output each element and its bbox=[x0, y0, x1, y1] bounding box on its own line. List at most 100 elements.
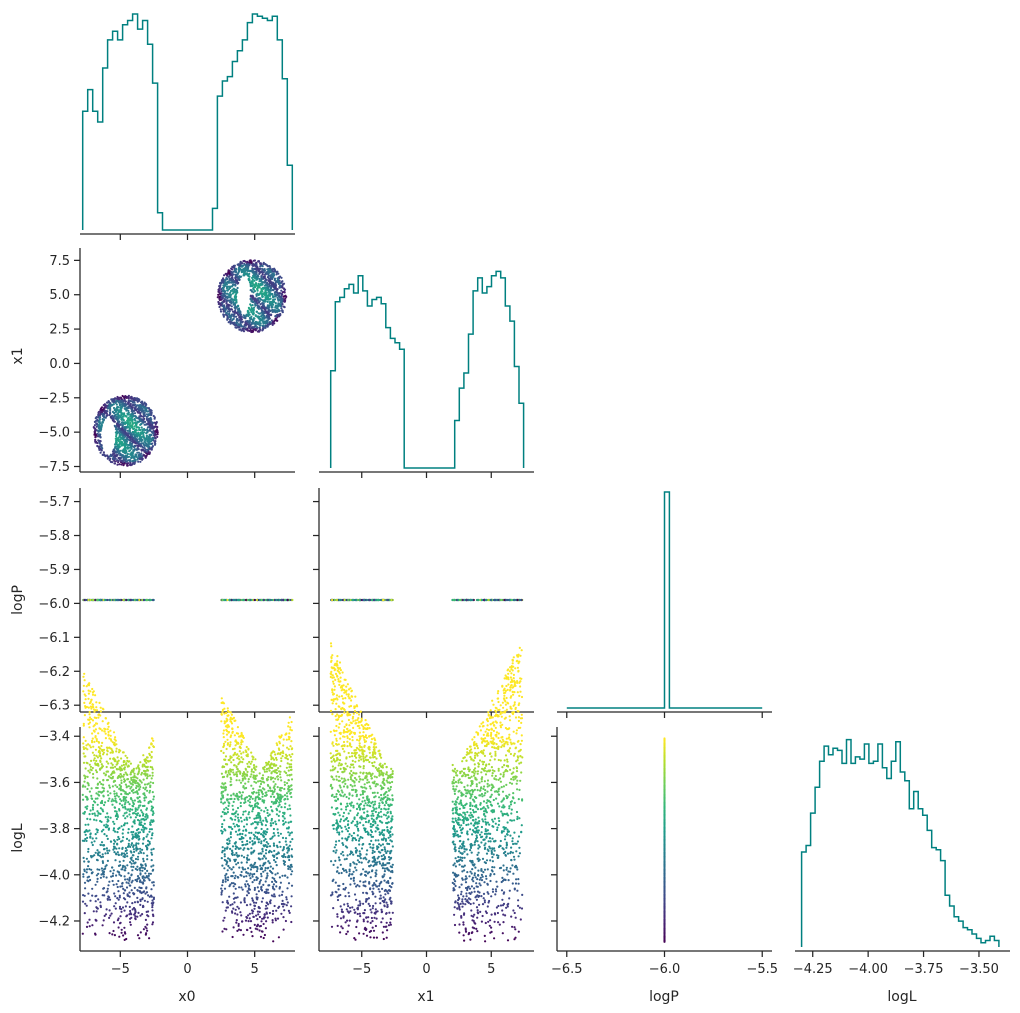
logL-vs-x0-point bbox=[151, 791, 154, 794]
logL-vs-x0-point bbox=[136, 855, 140, 858]
y-tick-label: −2.5 bbox=[38, 391, 70, 406]
logL-vs-x0-point bbox=[108, 797, 111, 800]
x1-vs-x0-point bbox=[146, 428, 149, 431]
logL-vs-x0-point bbox=[91, 751, 94, 754]
x1-vs-x0-point bbox=[122, 464, 125, 467]
x1-vs-x0-point bbox=[232, 281, 235, 284]
logL-vs-x0-point bbox=[130, 831, 133, 834]
logL-vs-x0-point bbox=[116, 785, 119, 789]
x1-vs-x0-point bbox=[133, 462, 136, 465]
x1-vs-x0-point bbox=[124, 400, 127, 403]
x1-vs-x0-point bbox=[273, 293, 277, 296]
x1-vs-x0-point bbox=[94, 440, 97, 443]
x1-vs-x0-point bbox=[112, 403, 115, 406]
x1-vs-x0-point bbox=[264, 294, 267, 297]
x1-vs-x0-point bbox=[221, 304, 224, 308]
logL-vs-x0-point bbox=[91, 808, 95, 811]
logL-vs-x0-point bbox=[93, 730, 96, 733]
logL-vs-x0-point bbox=[128, 905, 131, 909]
x1-vs-x0-point bbox=[148, 441, 151, 444]
logL-vs-x0-point bbox=[95, 874, 98, 877]
logP-vs-x1-point bbox=[470, 598, 473, 602]
logL-vs-x0-point bbox=[106, 890, 109, 893]
logP-vs-x1-point bbox=[347, 598, 350, 602]
logL-vs-x0-point bbox=[95, 709, 99, 712]
x1-vs-x0-point bbox=[117, 416, 120, 419]
x1-vs-x0-point bbox=[274, 309, 277, 312]
x1-vs-x0-point bbox=[118, 452, 121, 455]
logL-vs-x0-point bbox=[112, 827, 116, 830]
logL-vs-x0-point bbox=[115, 794, 119, 797]
x1-vs-x0-point bbox=[103, 407, 106, 410]
logL-vs-x0-point bbox=[112, 921, 116, 924]
x1-vs-x0-point bbox=[251, 278, 254, 281]
logL-vs-x0-point bbox=[93, 716, 96, 719]
x1-vs-x0-point bbox=[259, 317, 262, 320]
logL-vs-x0-point bbox=[146, 769, 150, 772]
x1-vs-x0-point bbox=[240, 271, 243, 274]
x1-vs-x0-point bbox=[218, 292, 222, 296]
x1-vs-x0-point bbox=[244, 317, 247, 320]
x1-vs-x0-point bbox=[151, 442, 154, 445]
logL-vs-x0-point bbox=[118, 802, 121, 805]
x1-vs-x0-point bbox=[226, 285, 230, 288]
logL-vs-x0-point bbox=[120, 928, 123, 931]
x1-vs-x0-point bbox=[112, 400, 115, 403]
x1-vs-x0-point bbox=[284, 299, 287, 302]
logL-vs-x0-point bbox=[117, 835, 120, 839]
logL-vs-x0-point bbox=[141, 913, 144, 916]
x1-vs-x0-point bbox=[115, 439, 118, 442]
x1-vs-x0-point bbox=[239, 324, 242, 327]
logP-vs-x1-point bbox=[487, 598, 490, 602]
x1-vs-x0-point bbox=[100, 425, 103, 429]
x1-vs-x0-point bbox=[261, 273, 264, 276]
logL-vs-x0-point bbox=[120, 757, 123, 760]
x1-vs-x0-point bbox=[218, 298, 221, 302]
logL-vs-x0-point bbox=[129, 797, 133, 800]
logL-vs-x0-point bbox=[120, 852, 124, 855]
x1-vs-x0-point bbox=[112, 417, 115, 420]
logL-vs-x0-point bbox=[133, 776, 136, 779]
x1-vs-x0-point bbox=[113, 420, 116, 423]
logP-vs-x1-point bbox=[480, 598, 484, 602]
logL-vs-x0-point bbox=[96, 810, 99, 813]
logL-vs-x0-point bbox=[112, 820, 115, 823]
x1-vs-x0-point bbox=[219, 308, 222, 311]
logL-vs-x0-point bbox=[140, 809, 143, 812]
logL-vs-x0-point bbox=[151, 834, 154, 837]
x1-vs-x0-point bbox=[251, 284, 254, 288]
x1-vs-x0-point bbox=[257, 315, 260, 318]
logL-vs-x0-point bbox=[106, 820, 109, 823]
x1-vs-x0-point bbox=[257, 305, 260, 308]
logL-vs-x0-point bbox=[146, 854, 149, 857]
logL-vs-x0-point bbox=[115, 847, 118, 850]
logP-vs-x0-point bbox=[151, 598, 154, 602]
x1-vs-x0-point bbox=[235, 270, 238, 274]
logL-vs-x0-point bbox=[89, 899, 92, 902]
x1-vs-x0-point bbox=[221, 302, 224, 305]
x1-vs-x0-point bbox=[219, 310, 223, 313]
logL-vs-x0-point bbox=[96, 803, 99, 806]
x1-vs-x0-point bbox=[155, 428, 158, 431]
x1-vs-x0-point bbox=[94, 435, 97, 439]
x1-vs-x0-point bbox=[239, 264, 242, 267]
logP-vs-x1-point bbox=[516, 598, 519, 602]
logL-vs-x0-point bbox=[139, 931, 142, 934]
logL-vs-x0-point bbox=[115, 874, 118, 877]
logL-vs-x0-point bbox=[112, 883, 115, 886]
x1-vs-x0-point bbox=[117, 424, 120, 427]
logL-vs-x0-point bbox=[96, 849, 99, 852]
x1-vs-x0-point bbox=[140, 432, 143, 435]
logL-vs-x0-point bbox=[82, 761, 86, 764]
logL-vs-x0-point bbox=[92, 910, 95, 913]
logL-vs-x0-point bbox=[126, 822, 129, 825]
logL-vs-x0-point bbox=[102, 873, 105, 876]
x1-vs-x0-point bbox=[226, 310, 229, 313]
x1-vs-x0-point bbox=[98, 433, 101, 437]
logL-vs-x0-point bbox=[148, 828, 152, 831]
logL-vs-x0-point bbox=[86, 775, 89, 779]
x1-vs-x0-point bbox=[119, 436, 122, 439]
logL-vs-x0-point bbox=[125, 881, 128, 884]
logL-vs-x0-point bbox=[108, 916, 111, 920]
logL-vs-x0-point bbox=[106, 859, 109, 863]
